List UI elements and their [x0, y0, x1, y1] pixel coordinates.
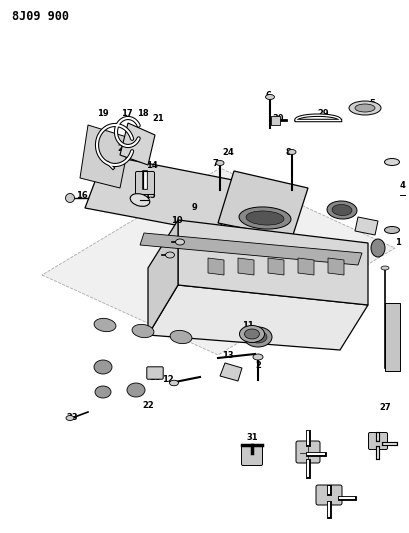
Text: 5: 5 [368, 99, 374, 108]
Polygon shape [327, 258, 343, 275]
Text: 30: 30 [272, 114, 283, 123]
Ellipse shape [380, 266, 388, 270]
Text: 13: 13 [222, 351, 233, 359]
Text: 4: 4 [399, 181, 405, 190]
Ellipse shape [175, 239, 184, 245]
Ellipse shape [169, 380, 178, 386]
FancyBboxPatch shape [146, 367, 163, 379]
Ellipse shape [331, 205, 351, 215]
Text: 27: 27 [378, 403, 390, 413]
Ellipse shape [348, 101, 380, 115]
Ellipse shape [370, 239, 384, 257]
FancyBboxPatch shape [295, 441, 319, 463]
Ellipse shape [238, 207, 290, 229]
Text: 28: 28 [149, 374, 160, 383]
Ellipse shape [165, 252, 174, 258]
Text: 10: 10 [171, 215, 182, 224]
Text: 24: 24 [222, 148, 233, 157]
Text: 8: 8 [284, 148, 290, 157]
Text: 3: 3 [389, 335, 395, 344]
Text: 6: 6 [264, 91, 270, 100]
Ellipse shape [265, 94, 274, 100]
Polygon shape [42, 168, 394, 355]
Ellipse shape [252, 354, 262, 360]
Text: 25: 25 [299, 450, 310, 459]
Ellipse shape [94, 360, 112, 374]
Polygon shape [384, 303, 399, 371]
Text: 9: 9 [192, 203, 198, 212]
Ellipse shape [132, 325, 153, 337]
Text: 23: 23 [66, 414, 78, 423]
Ellipse shape [326, 201, 356, 219]
Polygon shape [139, 233, 361, 265]
Ellipse shape [287, 149, 295, 155]
Polygon shape [148, 220, 178, 335]
Ellipse shape [239, 326, 264, 343]
Ellipse shape [248, 331, 266, 343]
Circle shape [65, 193, 74, 203]
Ellipse shape [216, 160, 223, 166]
Polygon shape [218, 171, 307, 238]
Text: 12: 12 [162, 376, 173, 384]
Ellipse shape [384, 158, 398, 166]
Text: 29: 29 [317, 109, 328, 117]
Text: 31: 31 [245, 433, 257, 442]
Polygon shape [148, 285, 367, 350]
Text: 16: 16 [76, 190, 88, 199]
Ellipse shape [170, 330, 191, 344]
Text: 14: 14 [146, 160, 157, 169]
Polygon shape [80, 125, 130, 188]
Polygon shape [178, 220, 367, 305]
Polygon shape [85, 155, 237, 233]
Ellipse shape [384, 227, 398, 233]
Ellipse shape [94, 318, 116, 332]
FancyBboxPatch shape [135, 172, 154, 195]
FancyBboxPatch shape [241, 445, 262, 465]
Text: 2: 2 [254, 360, 260, 369]
Ellipse shape [243, 327, 271, 347]
Polygon shape [237, 258, 254, 275]
Ellipse shape [130, 193, 149, 206]
Polygon shape [267, 258, 283, 275]
Text: 22: 22 [142, 400, 153, 409]
Text: 18: 18 [137, 109, 148, 117]
Polygon shape [120, 123, 155, 165]
Polygon shape [207, 258, 223, 275]
Text: 11: 11 [242, 320, 253, 329]
Text: 17: 17 [121, 109, 133, 117]
Polygon shape [220, 363, 241, 381]
Ellipse shape [354, 104, 374, 112]
Polygon shape [354, 217, 377, 235]
Text: 26: 26 [326, 492, 338, 502]
Text: 8J09 900: 8J09 900 [12, 10, 69, 22]
Ellipse shape [244, 329, 259, 339]
Ellipse shape [95, 386, 111, 398]
Polygon shape [297, 258, 313, 275]
Ellipse shape [245, 211, 283, 225]
Text: 20: 20 [117, 143, 128, 152]
FancyBboxPatch shape [271, 116, 280, 125]
Text: 19: 19 [97, 109, 108, 117]
FancyBboxPatch shape [315, 485, 341, 505]
Text: 7: 7 [211, 158, 217, 167]
FancyBboxPatch shape [368, 432, 387, 449]
Ellipse shape [66, 416, 74, 421]
Text: 21: 21 [152, 114, 164, 123]
Text: 1: 1 [394, 238, 400, 246]
Text: 15: 15 [144, 190, 155, 199]
Ellipse shape [127, 383, 145, 397]
